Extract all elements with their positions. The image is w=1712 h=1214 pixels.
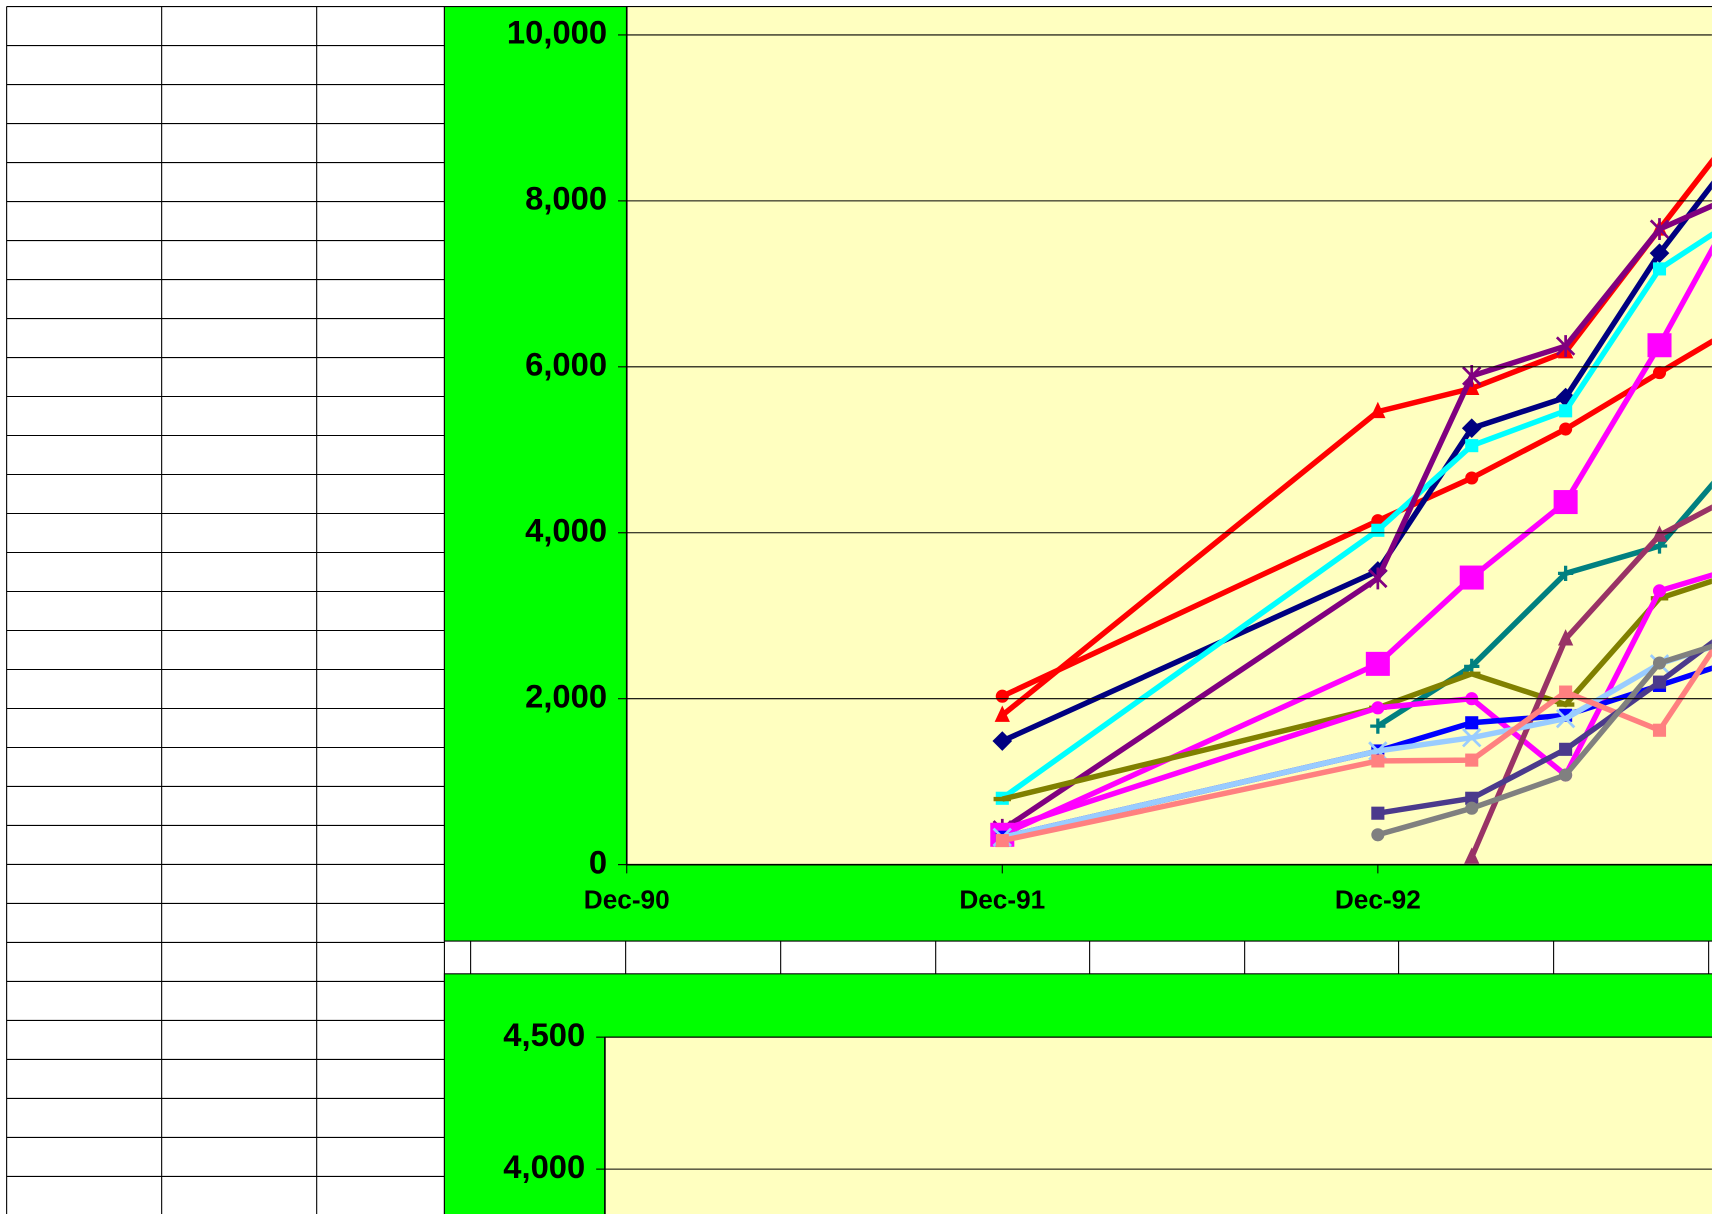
marker xyxy=(1559,404,1573,418)
x-tick-label: Dec-91 xyxy=(959,885,1045,915)
marker xyxy=(1465,753,1479,767)
marker xyxy=(1553,490,1578,515)
marker xyxy=(1555,335,1576,357)
sheet-grid xyxy=(6,6,1712,1214)
y-tick-label: 4,500 xyxy=(503,1016,585,1053)
marker xyxy=(1465,439,1479,453)
series-line xyxy=(1001,180,1712,744)
marker xyxy=(1368,567,1388,590)
series-line xyxy=(1000,202,1712,833)
marker xyxy=(1371,828,1385,842)
marker xyxy=(1465,716,1479,730)
series-line xyxy=(1001,244,1712,838)
series-line xyxy=(1000,157,1712,718)
y-tick-label: 8,000 xyxy=(525,180,607,217)
series-line xyxy=(1469,504,1712,859)
marker xyxy=(1370,718,1386,734)
marker xyxy=(994,705,1010,722)
marker xyxy=(1461,418,1482,439)
marker xyxy=(1465,471,1479,485)
marker xyxy=(995,689,1009,703)
y-tick-label: 2,000 xyxy=(525,677,607,714)
series-line xyxy=(1001,572,1712,833)
marker xyxy=(1652,675,1667,689)
series-line xyxy=(1000,231,1712,801)
marker xyxy=(1371,523,1385,537)
marker xyxy=(995,834,1009,848)
marker xyxy=(1649,218,1670,241)
marker xyxy=(1649,243,1670,263)
marker xyxy=(1652,656,1667,670)
marker xyxy=(992,731,1013,751)
series-line xyxy=(1001,338,1712,699)
y-tick-label: 6,000 xyxy=(525,345,607,382)
marker xyxy=(1652,584,1667,598)
marker xyxy=(1559,422,1573,436)
marker xyxy=(1370,401,1386,419)
marker xyxy=(1371,806,1385,820)
marker xyxy=(1365,651,1390,676)
marker xyxy=(1462,365,1482,387)
series-line xyxy=(1001,578,1712,802)
y-tick-label: 0 xyxy=(589,843,607,880)
marker xyxy=(1465,791,1479,805)
marker xyxy=(1652,723,1667,737)
marker xyxy=(1559,685,1573,699)
marker xyxy=(1371,701,1385,715)
marker xyxy=(1462,728,1482,748)
chart-1-series xyxy=(990,157,1712,864)
marker xyxy=(1559,742,1573,756)
x-tick-label: Dec-93 xyxy=(1710,885,1712,915)
marker xyxy=(1647,333,1672,358)
marker xyxy=(1464,847,1480,864)
marker xyxy=(1555,708,1576,729)
y-tick-label: 4,000 xyxy=(503,1148,585,1185)
plot-area-2 xyxy=(604,1036,1712,1214)
marker xyxy=(1559,768,1573,782)
series-line xyxy=(1001,646,1712,844)
marker xyxy=(1465,801,1479,815)
marker xyxy=(1651,525,1668,542)
marker xyxy=(1652,366,1667,380)
marker xyxy=(1557,629,1574,646)
marker xyxy=(1459,565,1484,590)
y-tick-label: 10,000 xyxy=(507,14,607,51)
marker xyxy=(1557,565,1574,582)
y-tick-label: 4,000 xyxy=(525,511,607,548)
marker xyxy=(1652,262,1667,276)
marker xyxy=(1371,754,1385,768)
x-tick-label: Dec-90 xyxy=(584,885,670,915)
x-tick-label: Dec-92 xyxy=(1335,885,1421,915)
